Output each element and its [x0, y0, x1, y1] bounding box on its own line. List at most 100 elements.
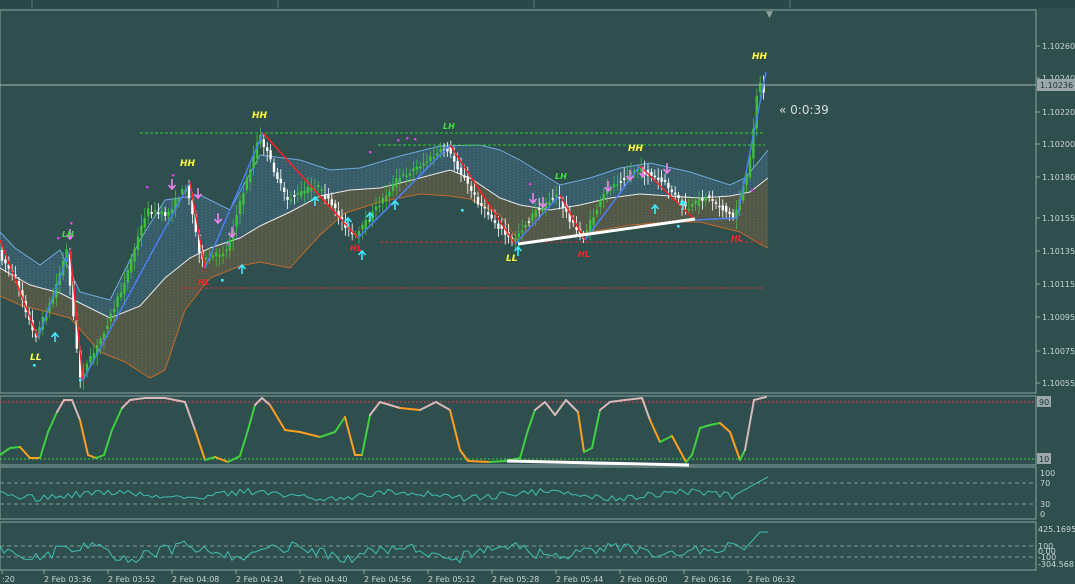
- candle-body: [755, 95, 758, 129]
- candle-body: [548, 201, 551, 205]
- candle-body: [283, 187, 286, 192]
- zigzag-segment: [262, 132, 359, 239]
- zigzag-segment: [694, 217, 738, 221]
- candle-body: [215, 252, 218, 257]
- stoch-line: [129, 397, 146, 401]
- candle-body: [538, 208, 541, 211]
- candle-body: [51, 295, 55, 304]
- candle-body: [742, 186, 745, 201]
- stoch-line: [659, 435, 673, 443]
- zigzag-segment: [189, 181, 206, 269]
- candle-body: [391, 183, 395, 191]
- stoch-line: [699, 424, 711, 429]
- swing-label-hl: HL: [350, 244, 362, 253]
- stoch-line: [39, 431, 49, 459]
- candle-body: [602, 193, 605, 201]
- zigzag-segment: [69, 249, 84, 381]
- sell-arrow-icon: [538, 197, 548, 209]
- candle-body: [735, 209, 738, 220]
- stoch-line: [19, 446, 31, 459]
- stoch-line: [299, 431, 321, 438]
- price-axis: 1.10260 1.10240 1.10220 1.10200 1.10180 1.101…: [1036, 42, 1075, 388]
- candle-body: [238, 200, 242, 215]
- candle-body: [293, 195, 296, 197]
- candle-body: [425, 161, 429, 163]
- stoch-line: [583, 447, 593, 453]
- swing-label-hl: HL: [731, 234, 743, 243]
- candle-body: [310, 187, 313, 192]
- candle-body: [167, 211, 170, 216]
- candle-body: [228, 240, 231, 251]
- signal-dot: [529, 183, 532, 186]
- signal-dot: [369, 151, 372, 154]
- candle-body: [708, 195, 711, 197]
- candle-body: [160, 210, 163, 215]
- candle-body: [531, 213, 534, 221]
- zigzag-segment: [639, 165, 696, 221]
- stoch-line: [489, 460, 506, 463]
- stoch-line: [0, 447, 11, 456]
- candle-body: [558, 196, 561, 199]
- stoch-line: [435, 401, 451, 411]
- signal-dot: [221, 279, 224, 282]
- candle-body: [663, 179, 667, 182]
- candle-body: [133, 248, 136, 262]
- candle-body: [204, 257, 208, 260]
- candle-body: [575, 226, 578, 231]
- candle-body: [585, 230, 588, 234]
- candle-body: [643, 170, 646, 175]
- stoch-line: [87, 454, 97, 459]
- stoch-line: [467, 460, 491, 463]
- buy-arrow-icon: [50, 331, 60, 342]
- trendline-price[interactable]: [517, 217, 696, 246]
- candle-body: [99, 338, 102, 345]
- price-label: 1.10155: [1042, 214, 1075, 223]
- candle-body: [527, 221, 531, 223]
- signal-dot: [172, 174, 175, 177]
- candle-body: [667, 182, 670, 189]
- stoch-line: [284, 429, 301, 433]
- candle-body: [609, 189, 612, 191]
- candle-body: [592, 217, 595, 226]
- stoch-line: [591, 409, 601, 449]
- candle-body: [653, 175, 656, 178]
- candle-body: [500, 224, 503, 229]
- signal-dot: [461, 209, 464, 212]
- stoch-line: [56, 399, 65, 413]
- candle-body: [252, 155, 255, 168]
- candle-body: [276, 172, 279, 180]
- candle-body: [701, 198, 704, 201]
- candle-body: [181, 189, 184, 195]
- trendline-stochastic[interactable]: [506, 459, 690, 467]
- stoch-line: [459, 449, 469, 462]
- current-price-label: 1.10236: [1040, 81, 1073, 90]
- candle-body: [578, 228, 582, 237]
- candle-body: [493, 220, 497, 223]
- stoch-line: [544, 401, 556, 416]
- osc2-label: -100: [1038, 553, 1056, 562]
- stoch-line: [519, 429, 529, 459]
- candle-body: [150, 212, 153, 214]
- swing-label-lh: LH: [443, 122, 455, 131]
- swing-label-hh: HH: [628, 144, 644, 154]
- candle-body: [633, 170, 636, 174]
- candle-body: [517, 233, 520, 237]
- swing-label-hh: HH: [180, 159, 196, 169]
- stoch-line: [719, 422, 731, 433]
- signal-dot: [227, 243, 230, 246]
- upper-band-fill: [0, 145, 768, 318]
- stoch-line: [361, 414, 371, 456]
- candle-body: [374, 206, 378, 211]
- candle-body: [599, 199, 602, 207]
- candle-body: [381, 197, 384, 204]
- candle-body: [279, 178, 282, 184]
- chart-shift-marker[interactable]: ▼: [766, 10, 773, 20]
- support-resistance-levels: [140, 132, 765, 289]
- candle-body: [650, 171, 653, 176]
- stoch-line: [624, 397, 643, 401]
- candle-body: [79, 350, 82, 378]
- zigzag-segment: [82, 181, 191, 381]
- buy-arrow-icon: [513, 245, 523, 256]
